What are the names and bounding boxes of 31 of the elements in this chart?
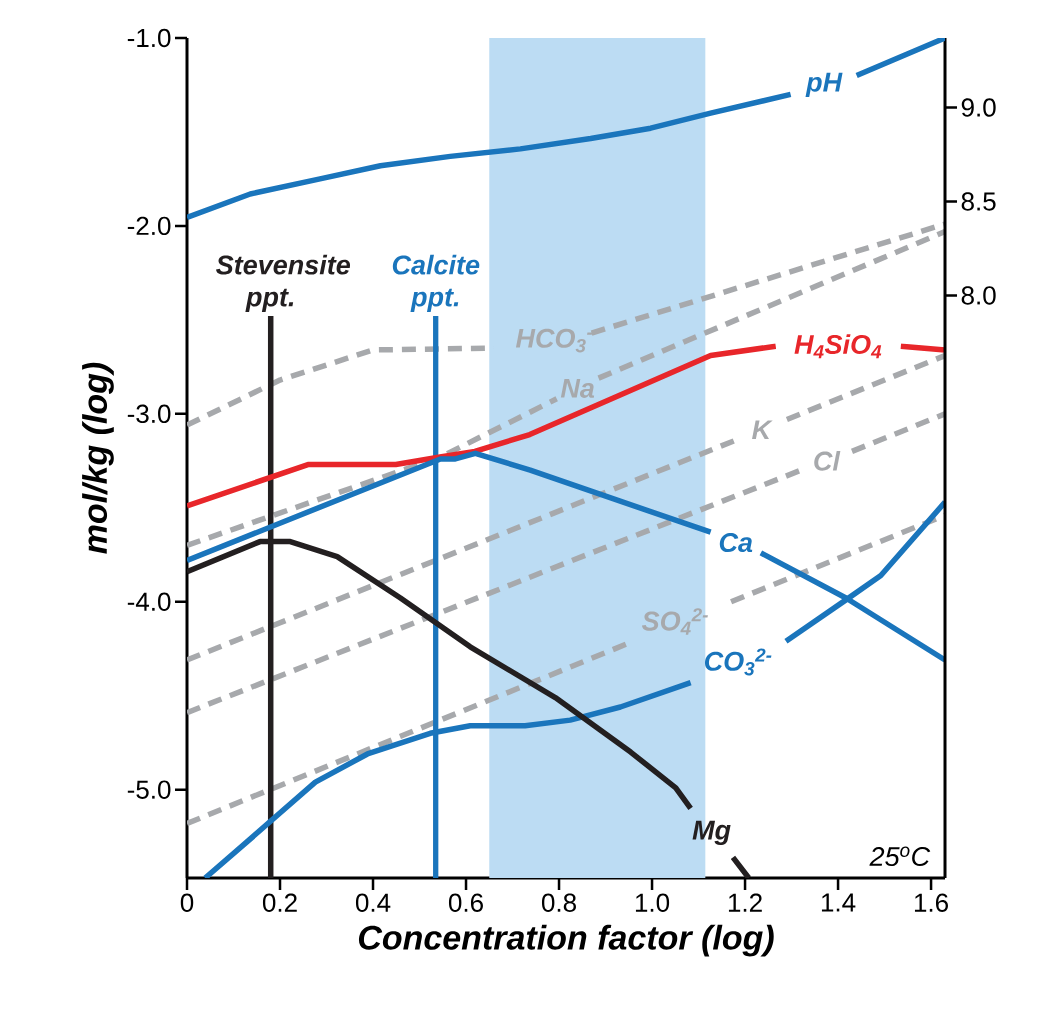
x-tick-label: 1.2 [728, 893, 762, 912]
series-label: Ca [719, 533, 753, 553]
series-label: H$_{4}$SiO$_{4}$ [794, 334, 882, 359]
series-label: Cl [814, 450, 841, 471]
x-tick-label: 0.8 [541, 893, 576, 912]
y-tick-label: -4.0 [127, 592, 171, 611]
series-label: pH [805, 72, 843, 98]
y2-tick-label: 9.0 [961, 98, 996, 117]
series-label: Na [560, 379, 595, 398]
series-label: K [752, 420, 773, 440]
x-tick-label: 0.2 [262, 893, 297, 912]
y-tick-label: -3.0 [127, 404, 171, 424]
y2-tick-label: 8.0 [961, 286, 996, 305]
annotation: 25$^{o}$C [869, 846, 931, 867]
y-tick-label: -2.0 [127, 216, 171, 236]
series-label: Calcite ppt. [392, 254, 480, 312]
x-axis-title: Concentration factor (log) [358, 924, 774, 957]
x-tick-label: 0.4 [355, 893, 391, 912]
x-tick-label: 1.4 [821, 893, 856, 912]
series-label: HCO$_{3}$- [515, 328, 593, 353]
y2-tick-label: 8.5 [961, 192, 996, 211]
x-tick-label: 0 [180, 893, 194, 912]
series-label: Stevensite ppt. [216, 254, 351, 312]
y-tick-label: -5.0 [127, 780, 171, 799]
x-tick-label: 0.6 [448, 893, 483, 912]
series-label: Mg [692, 820, 731, 845]
series-label: CO$_{3}$2- [704, 648, 772, 676]
x-tick-label: 1.6 [914, 893, 948, 912]
y-tick-label: -1.0 [127, 28, 171, 48]
y-axis-title: mol/kg (log) [82, 362, 114, 554]
x-tick-label: 1.0 [635, 893, 670, 912]
